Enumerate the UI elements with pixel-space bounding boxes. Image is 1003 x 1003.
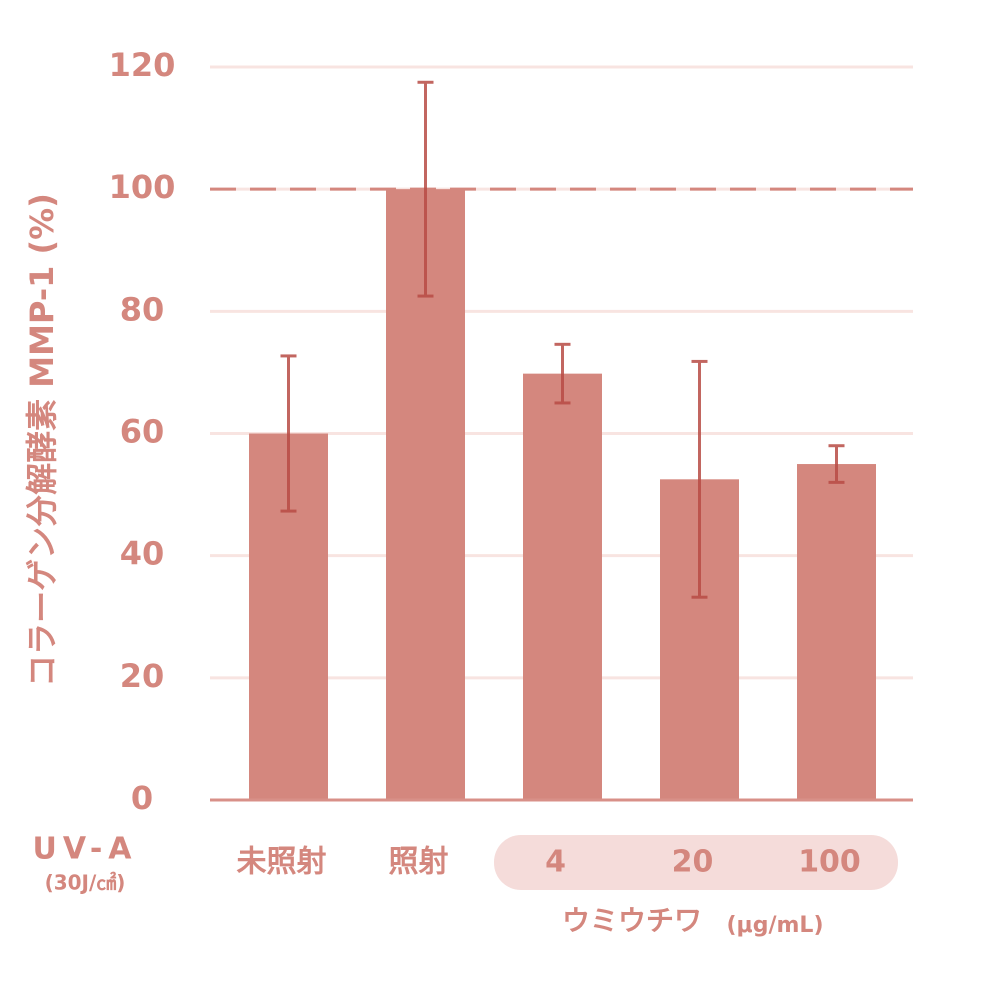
y-tick-label: 20 (120, 657, 165, 695)
x-tick-label: 未照射 (237, 845, 327, 880)
group-unit: (μg/mL) (726, 913, 823, 938)
error-bar (554, 342, 571, 405)
error-bar (280, 354, 297, 513)
group-pill (494, 835, 898, 890)
y-tick-label: 100 (109, 168, 176, 206)
y-axis-title: コラーゲン分解酵素 MMP-1 (%) (23, 193, 61, 687)
x-tick-label: 4 (545, 845, 566, 880)
error-bar (828, 444, 845, 484)
x-tick-label: 20 (672, 845, 714, 880)
group-label: ウミウチワ (562, 904, 702, 937)
x-tick-label: 100 (798, 845, 861, 880)
y-tick-label: 120 (109, 46, 176, 84)
x-tick-label: 照射 (389, 845, 449, 880)
row-label: UV-A (32, 832, 137, 867)
y-tick-label: 80 (120, 290, 165, 328)
bar (523, 373, 602, 800)
y-tick-label: 0 (131, 779, 153, 817)
error-bar (691, 359, 708, 599)
bar (797, 464, 876, 800)
y-tick-label: 60 (120, 413, 165, 451)
row-sublabel: (30J/㎠) (45, 871, 126, 895)
error-bar (417, 80, 434, 298)
y-tick-label: 40 (120, 535, 165, 573)
